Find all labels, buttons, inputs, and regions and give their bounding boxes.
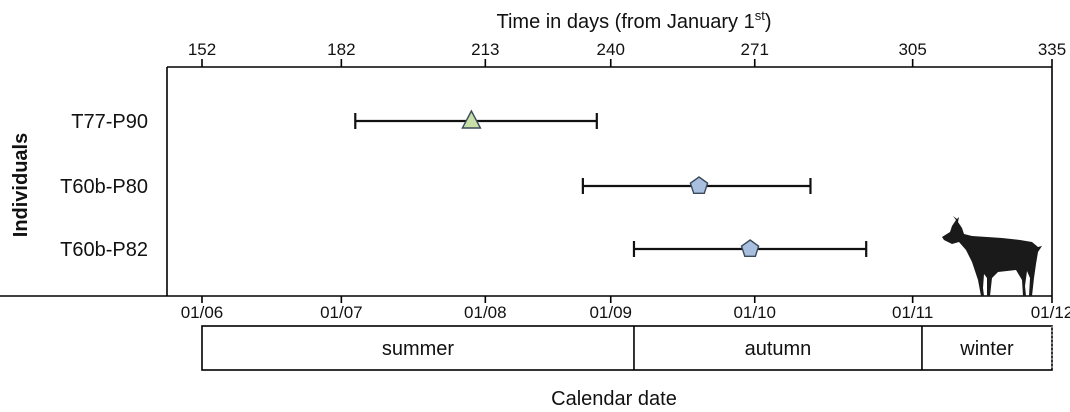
season-label: autumn	[745, 338, 812, 360]
bottom-tick-label: 01/09	[589, 303, 632, 322]
bottom-axis-title: Calendar date	[551, 388, 677, 410]
data-point-pentagon	[740, 239, 760, 257]
data-point-pentagon	[689, 176, 709, 195]
top-axis-title: Time in days (from January 1st)	[496, 8, 771, 33]
bottom-axis-ticks: 01/06 01/07 01/08 01/09 01/10 01/11 01/12	[181, 296, 1070, 322]
top-axis-title-suffix: )	[765, 11, 772, 33]
top-tick-label: 182	[327, 40, 355, 59]
individual-label: T60b-P80	[60, 176, 148, 198]
bottom-tick-label: 01/06	[181, 303, 224, 322]
series-layer: T77-P90 T60b-P80 T60b-P82	[60, 109, 868, 261]
top-tick-label: 240	[597, 40, 625, 59]
data-point-triangle	[461, 109, 482, 129]
bottom-tick-label: 01/08	[464, 303, 507, 322]
season-layer: summer autumn winter	[382, 326, 1014, 370]
top-tick-label: 335	[1038, 40, 1066, 59]
top-tick-label: 305	[898, 40, 926, 59]
top-tick-label: 213	[471, 40, 499, 59]
top-tick-label: 152	[188, 40, 216, 59]
top-axis-title-superscript: st	[755, 8, 766, 23]
top-tick-label: 271	[741, 40, 769, 59]
bottom-tick-label: 01/10	[733, 303, 776, 322]
top-axis-ticks: 152 182 213 240 271 305 335	[188, 40, 1066, 67]
bottom-tick-label: 01/07	[320, 303, 363, 322]
season-label: summer	[382, 338, 455, 360]
bottom-tick-label: 01/12	[1031, 303, 1070, 322]
individual-label: T60b-P82	[60, 239, 148, 261]
season-label: winter	[959, 338, 1014, 360]
season-band	[201, 325, 1053, 371]
bottom-tick-label: 01/11	[892, 303, 933, 322]
goat-silhouette-icon	[942, 216, 1042, 296]
individual-label: T77-P90	[71, 111, 148, 133]
y-axis-title: Individuals	[10, 133, 32, 237]
